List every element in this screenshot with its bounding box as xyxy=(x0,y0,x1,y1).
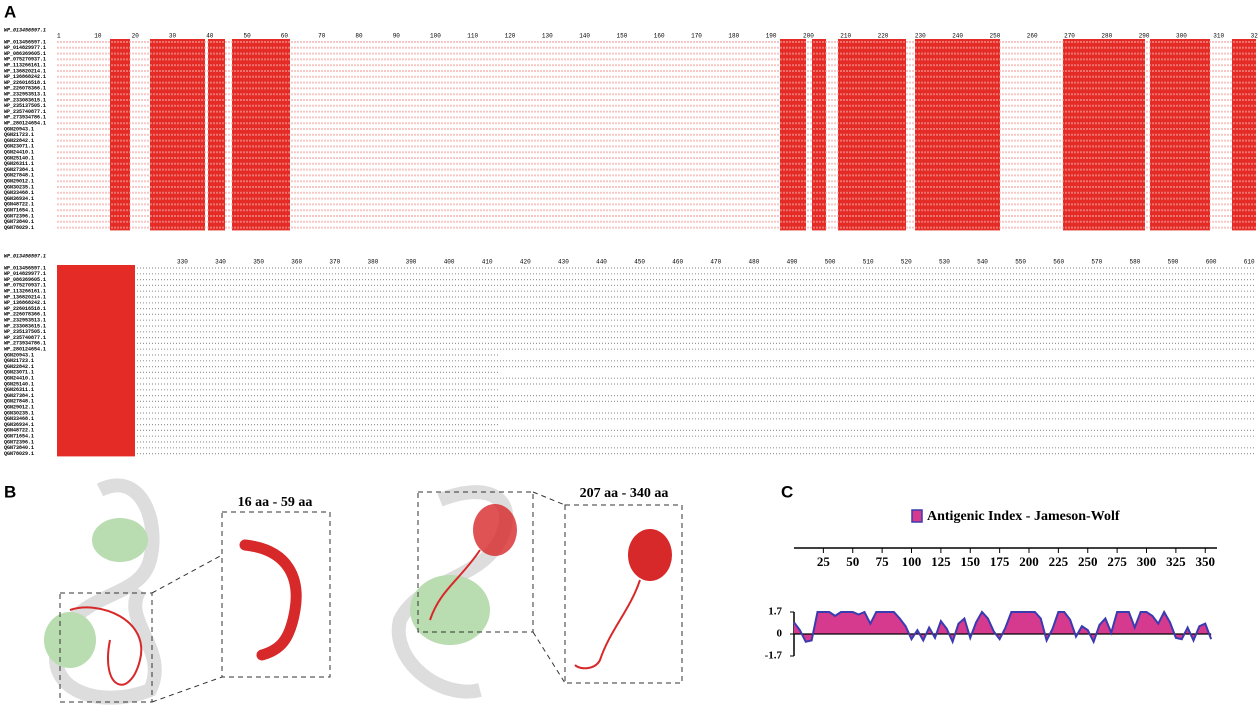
ruler-label: 130 xyxy=(542,33,553,40)
ruler-label: 560 xyxy=(1053,259,1064,266)
ruler-label: 30 xyxy=(169,33,177,40)
ruler-label: 60 xyxy=(281,33,289,40)
ruler-label: 20 xyxy=(132,33,140,40)
ruler-label: 530 xyxy=(939,259,950,266)
legend-swatch xyxy=(912,510,922,522)
page: A B C WP_013456597.1 WP_013456597.1 16 a… xyxy=(0,0,1258,717)
y-tick-label: -1.7 xyxy=(765,650,783,662)
x-tick-label: 275 xyxy=(1107,554,1127,569)
ruler-label: 390 xyxy=(406,259,417,266)
ruler-label: 500 xyxy=(825,259,836,266)
sequence-name: QGN78029.1 xyxy=(4,451,34,457)
ruler-label: 190 xyxy=(766,33,777,40)
y-tick-label: 0 xyxy=(777,628,783,640)
ruler-label: 10 xyxy=(94,33,102,40)
region-label: 16 aa - 59 aa xyxy=(238,495,313,510)
ruler-label: 370 xyxy=(329,259,340,266)
ruler-label: 410 xyxy=(482,259,493,266)
ruler-label: 180 xyxy=(728,33,739,40)
ruler-label: 360 xyxy=(291,259,302,266)
ruler-label: 150 xyxy=(617,33,628,40)
ruler-label: 70 xyxy=(318,33,326,40)
ruler-label: 270 xyxy=(1064,33,1075,40)
figure: A B C WP_013456597.1 WP_013456597.1 16 a… xyxy=(0,0,1258,712)
x-tick-label: 175 xyxy=(990,554,1010,569)
x-tick-label: 200 xyxy=(1019,554,1039,569)
ruler-label: 90 xyxy=(393,33,401,40)
ruler-label: 480 xyxy=(749,259,760,266)
ruler-label: 490 xyxy=(787,259,798,266)
structure-1 xyxy=(44,485,330,702)
ruler-label: 80 xyxy=(355,33,363,40)
x-tick-label: 150 xyxy=(961,554,981,569)
ruler-label: 40 xyxy=(206,33,214,40)
ruler-label: 120 xyxy=(505,33,516,40)
ruler-label: 460 xyxy=(672,259,683,266)
ruler-label: 260 xyxy=(1027,33,1038,40)
x-tick-label: 100 xyxy=(902,554,922,569)
ruler-label: 550 xyxy=(1015,259,1026,266)
panel-label: C xyxy=(781,482,793,501)
x-tick-label: 250 xyxy=(1078,554,1098,569)
ruler-label: 320 xyxy=(1251,33,1258,40)
ruler-label: 450 xyxy=(634,259,645,266)
ruler-label: 250 xyxy=(990,33,1001,40)
ruler-label: 290 xyxy=(1139,33,1150,40)
sequence-name: QGN78029.1 xyxy=(4,225,34,231)
ruler-label: 170 xyxy=(691,33,702,40)
ruler-label: 210 xyxy=(840,33,851,40)
y-tick-label: 1.7 xyxy=(768,606,782,618)
x-tick-label: 225 xyxy=(1049,554,1069,569)
ruler-label: 600 xyxy=(1206,259,1217,266)
ruler-label: 110 xyxy=(467,33,478,40)
ruler-label: 470 xyxy=(710,259,721,266)
ruler-label: 430 xyxy=(558,259,569,266)
ruler-label: 340 xyxy=(215,259,226,266)
conserved-block xyxy=(57,265,135,456)
x-tick-label: 50 xyxy=(846,554,859,569)
structure-2 xyxy=(399,492,682,692)
reference-name: WP_013456597.1 xyxy=(4,27,46,33)
ruler-label: 300 xyxy=(1176,33,1187,40)
ruler-label: 610 xyxy=(1244,259,1255,266)
ruler-label: 160 xyxy=(654,33,665,40)
ruler-label: 380 xyxy=(368,259,379,266)
x-tick-label: 75 xyxy=(876,554,890,569)
ruler-label: 240 xyxy=(952,33,963,40)
x-tick-label: 350 xyxy=(1196,554,1216,569)
panel-label: A xyxy=(4,2,16,21)
region-label: 207 aa - 340 aa xyxy=(580,486,669,501)
ruler-label: 440 xyxy=(596,259,607,266)
ruler-label: 400 xyxy=(444,259,455,266)
ruler-label: 220 xyxy=(878,33,889,40)
reference-name: WP_013456597.1 xyxy=(4,253,46,259)
x-tick-label: 125 xyxy=(931,554,951,569)
ruler-label: 590 xyxy=(1168,259,1179,266)
ruler-label: 330 xyxy=(177,259,188,266)
ruler-label: 420 xyxy=(520,259,531,266)
x-tick-label: 25 xyxy=(817,554,831,569)
x-tick-label: 300 xyxy=(1137,554,1157,569)
legend-label: Antigenic Index - Jameson-Wolf xyxy=(927,509,1120,524)
ruler-label: 540 xyxy=(977,259,988,266)
ruler-label: 510 xyxy=(863,259,874,266)
ruler-label: 280 xyxy=(1101,33,1112,40)
ruler-label: 520 xyxy=(901,259,912,266)
ruler-label: 310 xyxy=(1213,33,1224,40)
area xyxy=(794,612,1211,642)
ruler-label: 100 xyxy=(430,33,441,40)
ruler-label: 350 xyxy=(253,259,264,266)
ruler-label: 230 xyxy=(915,33,926,40)
ruler-label: 140 xyxy=(579,33,590,40)
x-tick-label: 325 xyxy=(1166,554,1186,569)
panel-label: B xyxy=(4,482,16,501)
ruler-label: 1 xyxy=(57,33,61,40)
ruler-label: 580 xyxy=(1130,259,1141,266)
ruler-label: 570 xyxy=(1091,259,1102,266)
ruler-label: 50 xyxy=(244,33,252,40)
ruler-label: 200 xyxy=(803,33,814,40)
